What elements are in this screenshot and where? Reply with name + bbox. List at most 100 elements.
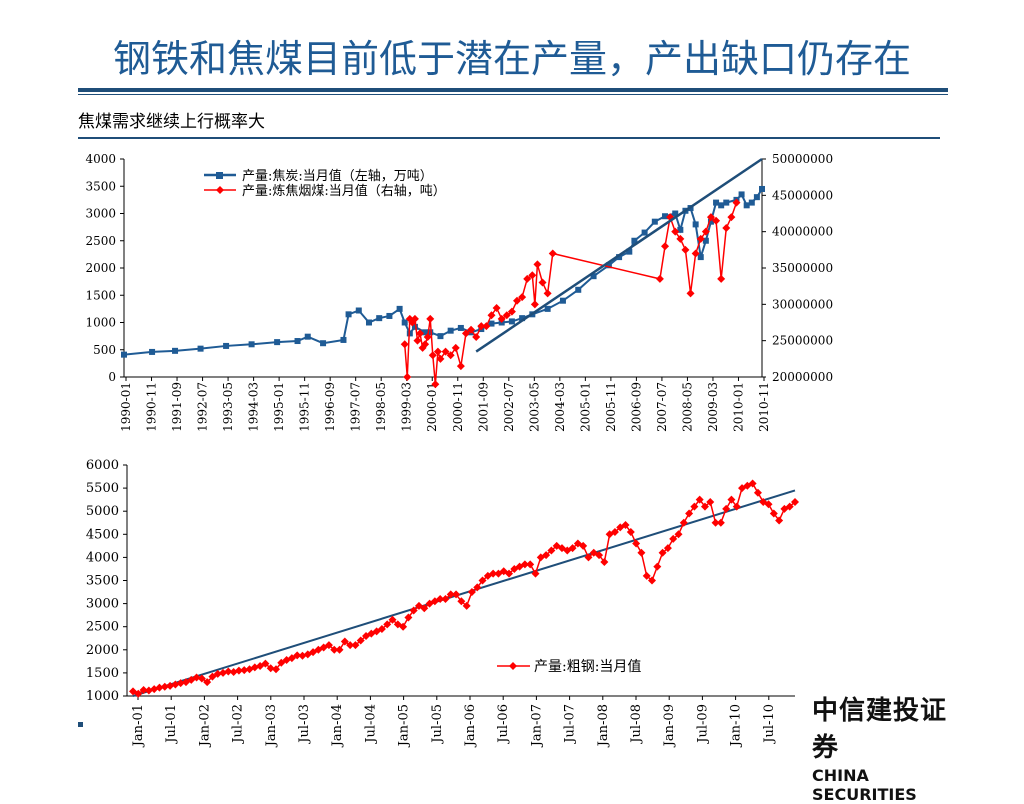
chart2-series-steel-point [404, 613, 413, 622]
chart2-series-steel-point [409, 606, 418, 615]
chart1-x-tick-label: 2000-01 [425, 382, 439, 432]
chart1-x-tick-label: 2006-09 [629, 382, 643, 432]
chart1-series-coke-point [355, 307, 362, 314]
chart1-series-coking-coal-point [472, 333, 481, 342]
chart2-series-steel-point [203, 678, 212, 687]
chart1-series-coking-coal-point [451, 343, 460, 352]
chart1-series-coke-point [447, 327, 454, 334]
chart1-series-coke-point [677, 226, 684, 233]
chart2-series-steel-point [547, 546, 556, 555]
chart2-series-steel-point [446, 590, 455, 599]
logo-en-text: CHINA SECURITIES [812, 766, 917, 804]
title-rule [78, 88, 948, 92]
chart2-y-tick-label: 1500 [86, 666, 119, 681]
chart2-series-steel-line [132, 482, 796, 695]
chart1-series-coking-coal-point [701, 227, 710, 236]
chart1-x-tick-label: 1995-01 [272, 382, 286, 432]
chart1-series-coking-coal-point [671, 227, 680, 236]
chart2-x-tick-label: Jul-05 [430, 704, 445, 745]
chart1-series-coking-coal-point [530, 300, 539, 309]
chart1-series-coking-coal-point [722, 224, 731, 233]
chart1-series-coking-coal-point [467, 325, 476, 334]
chart2-series-steel-point [330, 645, 339, 654]
chart2-x-tick-label: Jan-04 [330, 704, 345, 748]
chart2-x-tick-label: Jan-02 [197, 704, 212, 748]
chart2-series-steel-point [632, 539, 641, 548]
chart2-series-steel-point [648, 576, 657, 585]
chart1-y-left-tick-label: 2000 [85, 261, 116, 275]
chart1-series-coking-coal-point [413, 336, 422, 345]
chart1-series-coke-point [723, 199, 730, 206]
chart2-series-steel-point [748, 479, 757, 488]
chart1-series-coke-point [223, 342, 230, 349]
chart2-series-steel-point [489, 569, 498, 578]
bullet-marker [78, 722, 83, 727]
chart2-y-tick-label: 2000 [86, 643, 119, 658]
chart1-series-coking-coal-point [497, 314, 506, 323]
chart2-series-steel-point [722, 504, 731, 513]
chart1-series-coke-point [590, 273, 597, 280]
chart2-x-tick-label: Jul-09 [695, 704, 710, 745]
chart1-y-right-tick-label: 35000000 [772, 261, 833, 275]
chart2-x-tick-label: Jul-06 [496, 704, 511, 745]
chart2-series-steel-point [139, 685, 148, 694]
chart2-series-steel-point [711, 518, 720, 527]
chart2-series-steel-point [764, 500, 773, 509]
chart1-series-coke-point [626, 248, 633, 255]
chart1-series-coking-coal-point [655, 274, 664, 283]
chart2-x-tick-label: Jan-05 [397, 704, 412, 748]
chart1-series-coke-point [376, 315, 383, 322]
charts-canvas: 4000350030002500200015001000500050000000… [85, 152, 833, 748]
chart2-series-steel-point [753, 488, 762, 497]
chart2-x-tick-label: Jan-09 [662, 704, 677, 748]
chart2-series-steel-point [637, 548, 646, 557]
chart1-series-coke-point [427, 329, 434, 336]
chart1-series-coking-coal-point [416, 329, 425, 338]
chart1-x-tick-label: 1993-05 [221, 382, 235, 432]
chart1-series-coke-point [713, 199, 720, 206]
chart1-x-tick-label: 2002-07 [502, 382, 516, 432]
chart1-series-coking-coal-point [538, 278, 547, 287]
chart1-x-tick-label: 2003-05 [527, 382, 541, 432]
chart1-series-coke-point [759, 185, 765, 192]
chart1-x-tick-label: 1990-01 [119, 382, 133, 432]
chart2-series-steel-point [213, 669, 222, 678]
chart1-x-tick-label: 2005-01 [578, 382, 592, 432]
chart1-series-coking-coal-point [436, 354, 445, 363]
chart1-trend-line [475, 157, 763, 353]
chart2-series-steel-point [208, 672, 217, 681]
chart2-y-tick-label: 2500 [86, 620, 119, 635]
chart1-series-coke-point [386, 312, 393, 319]
chart1-series-coking-coal-point [428, 351, 437, 360]
chart1-series-coke-point [304, 333, 311, 340]
chart2-series-steel-point [610, 527, 619, 536]
chart2-y-tick-label: 3000 [86, 597, 119, 612]
chart1-series-coke-point [641, 229, 648, 236]
chart1-x-tick-label: 2007-07 [655, 382, 669, 432]
chart2-x-tick-label: Jan-01 [131, 704, 146, 748]
chart1-x-tick-label: 2010-11 [757, 382, 771, 432]
chart1-series-coking-coal-point [400, 340, 409, 349]
chart2-series-steel-point [293, 651, 302, 660]
chart1-legend-coke-label: 产量:焦炭:当月值（左轴，万吨） [242, 168, 433, 184]
chart1-series-coke-point [457, 324, 464, 331]
chart1-series-coke-point [651, 218, 658, 225]
chart1-series-coke-point [738, 191, 745, 198]
chart1-x-tick-label: 1991-09 [170, 382, 184, 432]
chart2-series-steel-point [266, 664, 275, 673]
chart2-y-tick-label: 5500 [86, 481, 119, 496]
chart1-x-tick-label: 1999-03 [400, 382, 414, 432]
chart2-x-tick-label: Jul-04 [363, 704, 378, 745]
chart1-y-left-tick-label: 3500 [85, 179, 116, 193]
chart2-series-steel-point [600, 558, 609, 567]
chart1-x-tick-label: 1996-09 [323, 382, 337, 432]
chart1-x-tick-label: 1994-03 [247, 382, 261, 432]
chart1-series-coking-coal-point [502, 311, 511, 320]
chart2-series-steel-point [399, 622, 408, 631]
chart2-series-steel-point [579, 541, 588, 550]
chart2-series-steel-point [467, 588, 476, 597]
chart2-series-steel-point [732, 502, 741, 511]
chart2-series-steel-point [383, 620, 392, 629]
chart1-y-left-tick-label: 1000 [85, 316, 116, 330]
chart2-series-steel-point [478, 576, 487, 585]
